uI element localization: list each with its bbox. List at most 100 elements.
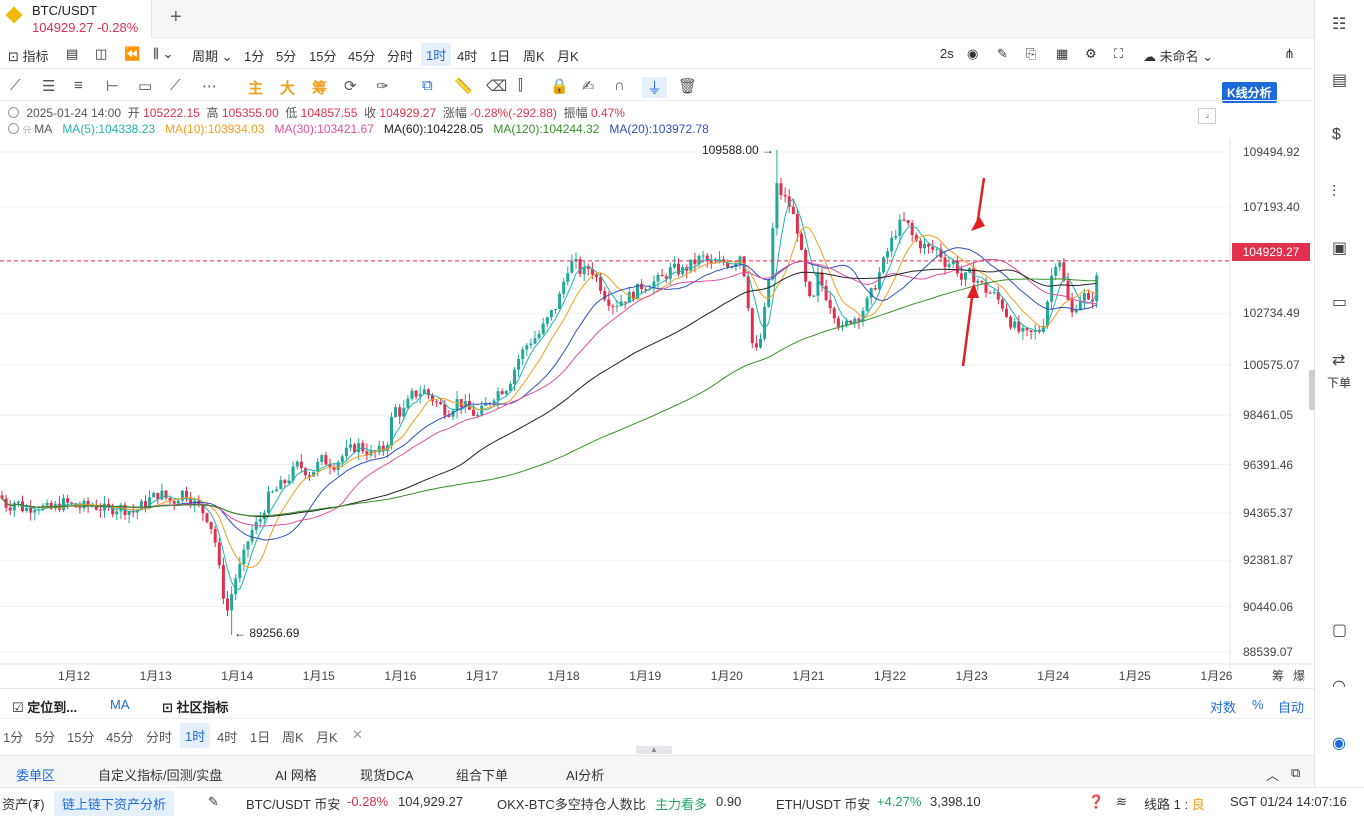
rectangle-icon[interactable]: ▭ bbox=[138, 78, 153, 95]
tab-custom-indicator[interactable]: 自定义指标/回测/实盘 bbox=[98, 768, 223, 783]
order-icon[interactable]: ⇄ bbox=[1332, 352, 1346, 369]
scale-percent[interactable]: % bbox=[1252, 697, 1264, 712]
filter-icon[interactable]: ⏚ bbox=[642, 77, 668, 98]
panel-expand-handle[interactable]: ▲ bbox=[636, 746, 672, 754]
headset-icon[interactable]: ◠ bbox=[1332, 678, 1346, 695]
tab-spot-dca[interactable]: 现货DCA bbox=[360, 768, 414, 783]
bottom-interval-time[interactable]: 分时 bbox=[146, 730, 173, 745]
bottom-interval-1d[interactable]: 1日 bbox=[250, 730, 271, 745]
order-label[interactable]: 下单 bbox=[1327, 376, 1352, 390]
ruler-icon[interactable]: 📏 bbox=[454, 78, 473, 95]
interval-time[interactable]: 分时 bbox=[387, 49, 414, 64]
chart-type-icon[interactable]: ⫼ ⌄ bbox=[153, 46, 174, 61]
more-icon[interactable]: ⋯ bbox=[202, 78, 217, 95]
bottom-interval-week[interactable]: 周K bbox=[282, 730, 304, 745]
dollar-icon[interactable]: $ bbox=[1332, 126, 1341, 143]
ray-icon[interactable]: ⟋ bbox=[170, 77, 181, 94]
bottom-interval-1m[interactable]: 1分 bbox=[3, 730, 24, 745]
panel-resize-handle[interactable] bbox=[1309, 370, 1315, 410]
symbol-tab[interactable]: BTC/USDT 104929.27 -0.28% bbox=[0, 0, 152, 38]
assets-label[interactable]: 资产(₮) bbox=[2, 797, 45, 812]
share-icon[interactable]: ⋔ bbox=[1284, 46, 1295, 61]
scale-log[interactable]: 对数 bbox=[1210, 700, 1237, 715]
lock-icon[interactable]: 🔒 bbox=[550, 78, 569, 95]
candlestick-chart[interactable]: 109588.00 → ← 89256.69 bbox=[0, 138, 1314, 688]
trendline-icon[interactable]: ⟋ bbox=[10, 77, 21, 94]
indicator-button[interactable]: ⊡ 指标 bbox=[8, 49, 49, 64]
interval-1d[interactable]: 1日 bbox=[490, 49, 511, 64]
ticker-btc-name[interactable]: BTC/USDT 币安 bbox=[246, 797, 341, 812]
chevron-up-icon[interactable]: ︿ bbox=[1266, 768, 1280, 783]
tab-ai-analysis[interactable]: AI分析 bbox=[566, 768, 605, 783]
document-icon[interactable]: ▤ bbox=[1332, 72, 1348, 89]
bottom-interval-15m[interactable]: 15分 bbox=[67, 730, 95, 745]
rewind-icon[interactable]: ⏪ bbox=[124, 46, 141, 61]
etf-icon[interactable]: ▭ bbox=[1332, 294, 1348, 311]
community-indicator-button[interactable]: ⊡ 社区指标 bbox=[162, 700, 229, 715]
interval-1m[interactable]: 1分 bbox=[244, 49, 265, 64]
ma-tab[interactable]: MA bbox=[110, 697, 130, 712]
interval-5m[interactable]: 5分 bbox=[276, 49, 297, 64]
add-tab-icon[interactable]: + bbox=[170, 6, 182, 28]
magnet-icon[interactable]: ∩ bbox=[614, 77, 625, 94]
table-icon[interactable]: ▦ bbox=[1056, 46, 1069, 61]
ma-toggle-icon[interactable] bbox=[8, 123, 19, 134]
bottom-interval-month[interactable]: 月K bbox=[316, 730, 338, 745]
horizontal-lines-icon[interactable]: ≡ bbox=[74, 77, 83, 94]
bottom-interval-4h[interactable]: 4时 bbox=[217, 730, 238, 745]
popout-icon[interactable]: ⧉ bbox=[1291, 765, 1301, 780]
notes-icon[interactable]: ✍ bbox=[582, 78, 595, 95]
ai-draw-icon[interactable]: ✑ bbox=[376, 78, 389, 95]
kline-analysis-button[interactable]: K线分析 bbox=[1222, 82, 1277, 103]
cloud-layout-dropdown[interactable]: ☁ 未命名 ⌄ bbox=[1143, 49, 1214, 64]
calendar-icon[interactable]: ▤ bbox=[66, 46, 79, 61]
copy-icon[interactable]: ⧉ bbox=[422, 77, 433, 94]
interval-4h[interactable]: 4时 bbox=[457, 49, 478, 64]
help-icon[interactable]: ❓ bbox=[1088, 794, 1105, 809]
candle-icon[interactable]: ⫿ bbox=[518, 77, 523, 94]
locate-button[interactable]: ☑ 定位到... bbox=[12, 700, 78, 715]
eraser-icon[interactable]: ⌫ bbox=[486, 78, 508, 95]
interval-month[interactable]: 月K bbox=[557, 49, 579, 64]
ticker-eth-name[interactable]: ETH/USDT 币安 bbox=[776, 797, 871, 812]
robot-icon[interactable]: ◉ bbox=[1332, 735, 1346, 752]
window-icon[interactable]: ▢ bbox=[1332, 622, 1348, 639]
chain-assets-button[interactable]: 链上链下资产分析 bbox=[54, 791, 175, 816]
list-icon[interactable]: ☷ bbox=[1332, 16, 1347, 33]
note-icon[interactable]: ⎘ bbox=[1026, 46, 1037, 61]
parallel-lines-icon[interactable]: ☰ bbox=[42, 78, 56, 95]
bell-icon[interactable]: ⍾ bbox=[23, 122, 31, 136]
camera-icon[interactable]: ◉ bbox=[967, 46, 979, 61]
monitor-icon[interactable]: ▣ bbox=[1332, 240, 1348, 257]
main-chart-toggle[interactable]: 主 bbox=[248, 80, 264, 97]
big-order-toggle[interactable]: 大 bbox=[280, 80, 296, 97]
settings-icon[interactable]: ⚙ bbox=[1085, 46, 1097, 61]
interval-1h[interactable]: 1时 bbox=[421, 43, 452, 66]
bottom-interval-1h[interactable]: 1时 bbox=[180, 723, 211, 748]
trash-icon[interactable]: 🗑 bbox=[678, 78, 698, 95]
period-dropdown[interactable]: 周期 ⌄ bbox=[192, 49, 233, 64]
bottom-interval-45m[interactable]: 45分 bbox=[106, 730, 134, 745]
chip-toggle[interactable]: 筹 bbox=[312, 80, 328, 97]
blast-axis-label[interactable]: 爆 bbox=[1293, 669, 1306, 683]
tab-ai-grid[interactable]: AI 网格 bbox=[275, 768, 317, 783]
interval-45m[interactable]: 45分 bbox=[348, 49, 376, 64]
chip-axis-label[interactable]: 筹 bbox=[1272, 669, 1285, 683]
scale-auto[interactable]: 自动 bbox=[1278, 700, 1305, 715]
refresh-rate[interactable]: 2s bbox=[940, 46, 954, 61]
collapse-icon[interactable]: ⌟ bbox=[1198, 108, 1216, 124]
cross-line-icon[interactable]: ⊢ bbox=[106, 78, 120, 95]
line-status[interactable]: 线路 1 : 良 bbox=[1144, 797, 1205, 812]
ohlc-toggle-icon[interactable] bbox=[8, 107, 19, 118]
ticker-okx-name[interactable]: OKX-BTC多空持仓人数比 bbox=[497, 797, 646, 812]
bottom-interval-5m[interactable]: 5分 bbox=[35, 730, 56, 745]
interval-15m[interactable]: 15分 bbox=[309, 49, 337, 64]
fullscreen-icon[interactable]: ⛶ bbox=[1114, 46, 1124, 61]
pattern-icon[interactable]: ⟳ bbox=[344, 78, 357, 95]
pencil-icon[interactable]: ✎ bbox=[997, 46, 1008, 61]
tab-combo-order[interactable]: 组合下单 bbox=[456, 768, 509, 783]
edit-icon[interactable]: ✎ bbox=[208, 794, 219, 809]
stats-icon[interactable]: ⫶ bbox=[1332, 184, 1337, 201]
close-interval-icon[interactable]: ✕ bbox=[352, 727, 363, 742]
layout-icon[interactable]: ◫ bbox=[95, 46, 108, 61]
